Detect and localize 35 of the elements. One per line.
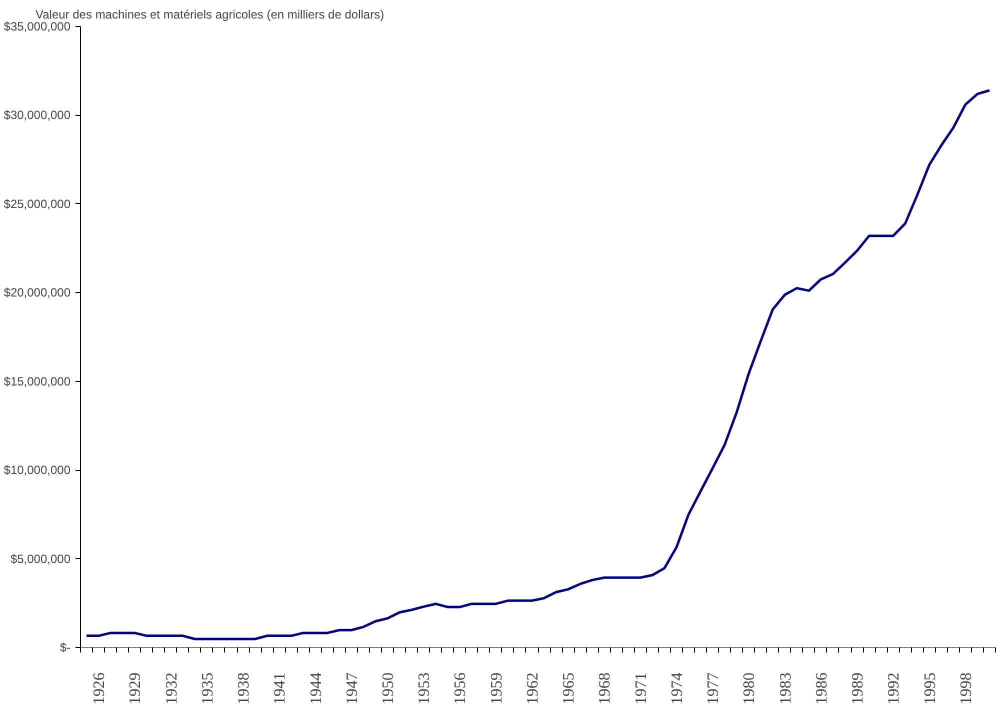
x-tick-label: 1941 bbox=[272, 672, 289, 704]
x-tick-label: 1968 bbox=[596, 672, 614, 704]
chart-title: Valeur des machines et matériels agricoles (en milliers de dollars) bbox=[36, 8, 384, 22]
x-tick-label: 1926 bbox=[91, 672, 108, 704]
x-tick-label: 1986 bbox=[813, 672, 830, 704]
line-series bbox=[85, 89, 991, 640]
y-tick-label: $30,000,000 bbox=[4, 108, 71, 122]
x-tick-label: 1932 bbox=[163, 672, 180, 704]
x-tick-label: 1938 bbox=[236, 672, 253, 704]
y-tick-label: $25,000,000 bbox=[4, 196, 71, 211]
y-tick-label: $35,000,000 bbox=[4, 20, 71, 34]
x-tick-label: 1998 bbox=[958, 672, 975, 704]
y-tick-label: $20,000,000 bbox=[4, 286, 71, 300]
x-tick-label: 1983 bbox=[777, 672, 794, 704]
x-tick-label: 1992 bbox=[886, 672, 903, 704]
x-tick-label: 1929 bbox=[127, 672, 144, 704]
x-tick-label: 1971 bbox=[632, 672, 650, 704]
x-tick-label: 1935 bbox=[199, 672, 216, 704]
x-tick-label: 1944 bbox=[308, 672, 325, 704]
x-tick-label: 1995 bbox=[922, 672, 939, 704]
x-tick-label: 1980 bbox=[741, 672, 758, 704]
x-tick-label: 1959 bbox=[488, 672, 506, 704]
y-tick-label: $- bbox=[60, 640, 71, 654]
y-tick-label: $15,000,000 bbox=[4, 374, 71, 388]
x-tick-label: 1956 bbox=[452, 672, 470, 704]
x-tick-label: 1977 bbox=[705, 672, 722, 704]
x-tick-label: 1962 bbox=[524, 672, 542, 704]
x-tick-label: 1953 bbox=[416, 672, 434, 704]
x-tick-label: 1947 bbox=[344, 672, 361, 704]
x-tick-label: 1950 bbox=[380, 672, 398, 704]
y-tick-label: $10,000,000 bbox=[4, 463, 71, 478]
y-tick-label: $5,000,000 bbox=[10, 552, 71, 566]
x-tick-label: 1965 bbox=[560, 672, 578, 704]
x-tick-label: 1989 bbox=[850, 672, 867, 704]
x-tick-label: 1974 bbox=[668, 672, 686, 704]
